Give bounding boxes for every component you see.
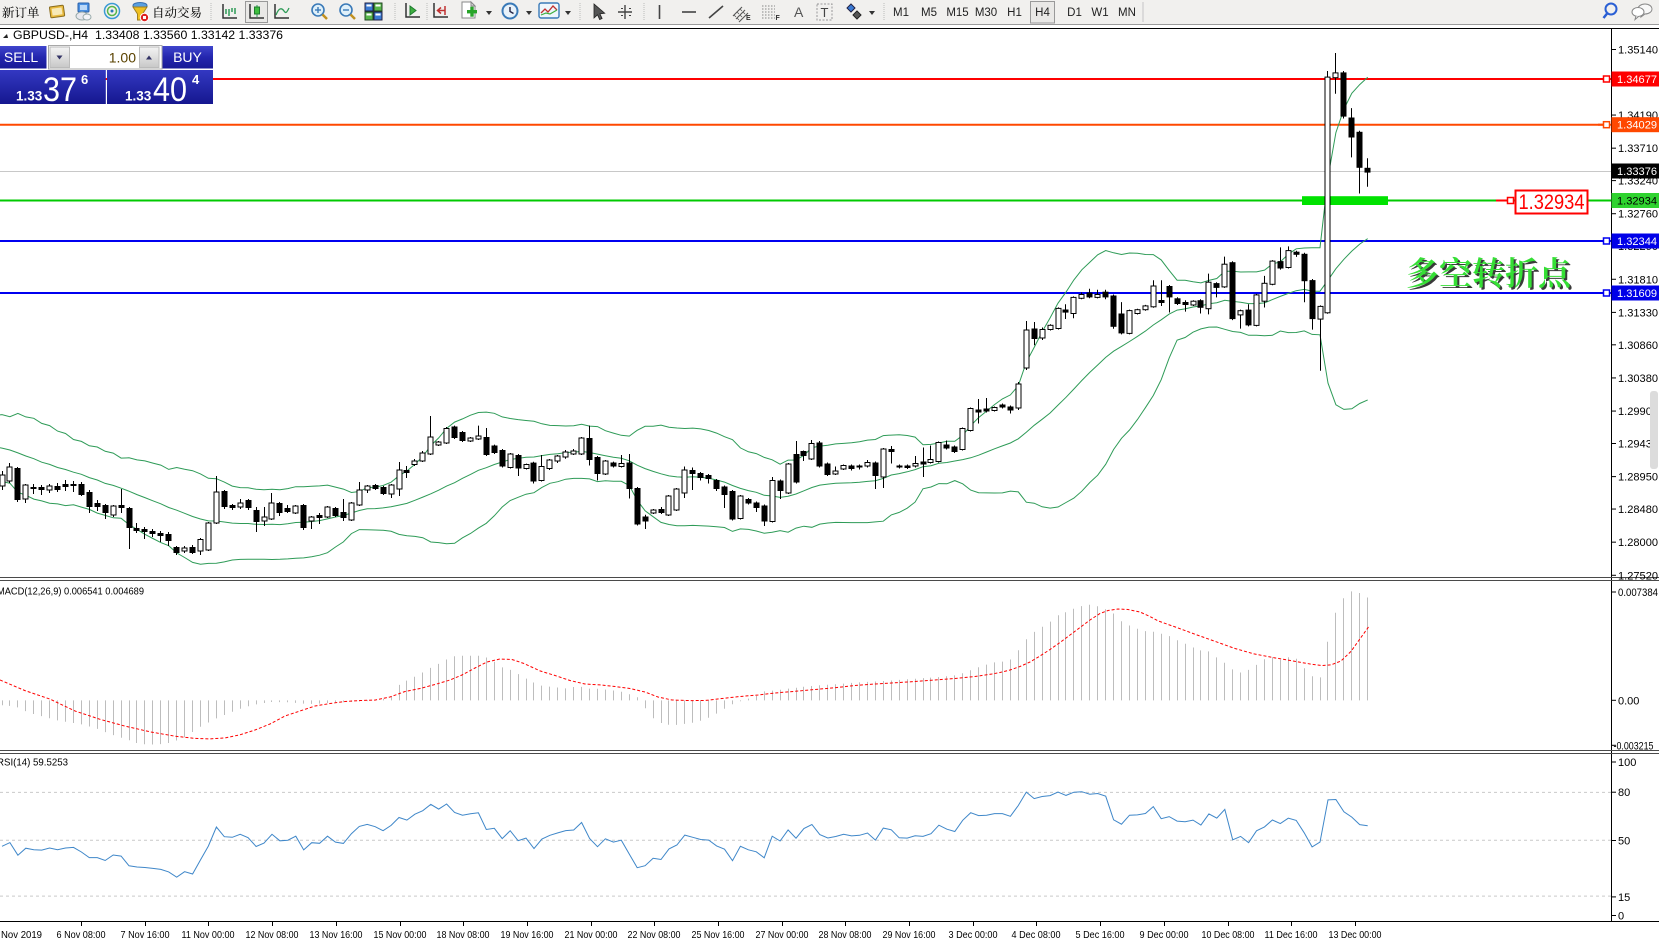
- svg-text:1.29430: 1.29430: [1618, 438, 1658, 450]
- svg-text:25 Nov 16:00: 25 Nov 16:00: [692, 929, 745, 941]
- svg-text:50: 50: [1618, 836, 1630, 848]
- svg-text:15: 15: [1618, 892, 1630, 904]
- svg-text:5 Dec 16:00: 5 Dec 16:00: [1076, 929, 1125, 941]
- svg-text:27 Nov 00:00: 27 Nov 00:00: [756, 929, 809, 941]
- svg-text:BUY: BUY: [173, 49, 202, 65]
- svg-text:19 Nov 16:00: 19 Nov 16:00: [501, 929, 554, 941]
- svg-text:SELL: SELL: [4, 49, 38, 65]
- svg-text:11 Dec 16:00: 11 Dec 16:00: [1265, 929, 1318, 941]
- svg-text:1.32344: 1.32344: [1617, 236, 1657, 248]
- svg-text:22 Nov 08:00: 22 Nov 08:00: [628, 929, 681, 941]
- svg-text:1.32934: 1.32934: [1617, 196, 1657, 208]
- svg-text:9 Dec 00:00: 9 Dec 00:00: [1140, 929, 1189, 941]
- svg-text:1.31330: 1.31330: [1618, 307, 1658, 319]
- svg-text:1.30860: 1.30860: [1618, 340, 1658, 352]
- svg-text:T: T: [821, 5, 829, 20]
- svg-text:29 Nov 16:00: 29 Nov 16:00: [883, 929, 936, 941]
- svg-text:1.28950: 1.28950: [1618, 472, 1658, 484]
- svg-text:M1: M1: [893, 7, 909, 19]
- svg-text:1.35140: 1.35140: [1618, 45, 1658, 57]
- svg-text:0.007384: 0.007384: [1618, 587, 1658, 599]
- svg-text:100: 100: [1618, 757, 1636, 769]
- svg-text:-0.003215: -0.003215: [1614, 740, 1654, 752]
- svg-text:0.00: 0.00: [1618, 695, 1639, 707]
- svg-text:E: E: [746, 15, 751, 22]
- svg-text:1.27520: 1.27520: [1618, 570, 1658, 582]
- svg-text:1.28000: 1.28000: [1618, 537, 1658, 549]
- svg-text:1.34029: 1.34029: [1617, 120, 1657, 132]
- svg-text:W1: W1: [1091, 7, 1108, 19]
- svg-text:1.30380: 1.30380: [1618, 373, 1658, 385]
- svg-text:1.33376: 1.33376: [1617, 166, 1657, 178]
- svg-text:10 Dec 08:00: 10 Dec 08:00: [1202, 929, 1255, 941]
- svg-text:18 Nov 08:00: 18 Nov 08:00: [437, 929, 490, 941]
- svg-text:M30: M30: [975, 7, 997, 19]
- svg-text:Nov 2019: Nov 2019: [1, 929, 42, 941]
- svg-text:40: 40: [153, 71, 187, 109]
- svg-text:A: A: [794, 4, 804, 20]
- svg-text:1.34677: 1.34677: [1617, 74, 1657, 86]
- svg-text:0: 0: [1618, 911, 1624, 923]
- svg-text:GBPUSD-,H4 1.33408 1.33560 1.: GBPUSD-,H4 1.33408 1.33560 1.33142 1.333…: [13, 30, 283, 42]
- svg-text:11 Nov 00:00: 11 Nov 00:00: [182, 929, 235, 941]
- svg-text:1.33710: 1.33710: [1618, 143, 1658, 155]
- svg-text:6: 6: [81, 72, 88, 87]
- svg-text:1.29900: 1.29900: [1618, 406, 1658, 418]
- svg-text:13 Nov 16:00: 13 Nov 16:00: [310, 929, 363, 941]
- svg-text:7 Nov 16:00: 7 Nov 16:00: [121, 929, 170, 941]
- svg-text:37: 37: [43, 71, 77, 109]
- svg-text:MN: MN: [1118, 7, 1136, 19]
- svg-text:4 Dec 08:00: 4 Dec 08:00: [1012, 929, 1061, 941]
- svg-text:1.33240: 1.33240: [1618, 176, 1658, 188]
- svg-text:4: 4: [192, 72, 200, 87]
- svg-text:H1: H1: [1007, 7, 1022, 19]
- svg-text:28 Nov 08:00: 28 Nov 08:00: [819, 929, 872, 941]
- svg-text:MACD(12,26,9) 0.006541 0.00468: MACD(12,26,9) 0.006541 0.004689: [0, 586, 144, 598]
- svg-text:F: F: [776, 15, 781, 22]
- svg-text:RSI(14) 59.5253: RSI(14) 59.5253: [0, 757, 68, 769]
- svg-text:1.31609: 1.31609: [1617, 288, 1657, 300]
- svg-text:1.31810: 1.31810: [1618, 274, 1658, 286]
- svg-text:21 Nov 00:00: 21 Nov 00:00: [565, 929, 618, 941]
- svg-text:80: 80: [1618, 787, 1630, 799]
- svg-text:1.28480: 1.28480: [1618, 504, 1658, 516]
- svg-text:D1: D1: [1067, 7, 1082, 19]
- svg-text:3 Dec 00:00: 3 Dec 00:00: [949, 929, 998, 941]
- svg-text:1.00: 1.00: [109, 50, 136, 66]
- svg-text:1.32760: 1.32760: [1618, 209, 1658, 221]
- svg-text:1.33: 1.33: [125, 89, 152, 104]
- svg-text:M15: M15: [946, 7, 968, 19]
- svg-text:H4: H4: [1035, 7, 1050, 19]
- svg-text:13 Dec 00:00: 13 Dec 00:00: [1329, 929, 1382, 941]
- svg-text:6 Nov 08:00: 6 Nov 08:00: [57, 929, 106, 941]
- svg-text:12 Nov 08:00: 12 Nov 08:00: [246, 929, 299, 941]
- svg-text:1.32934: 1.32934: [1519, 191, 1585, 214]
- svg-text:15 Nov 00:00: 15 Nov 00:00: [374, 929, 427, 941]
- svg-text:1.33: 1.33: [16, 89, 43, 104]
- svg-text:M5: M5: [921, 7, 937, 19]
